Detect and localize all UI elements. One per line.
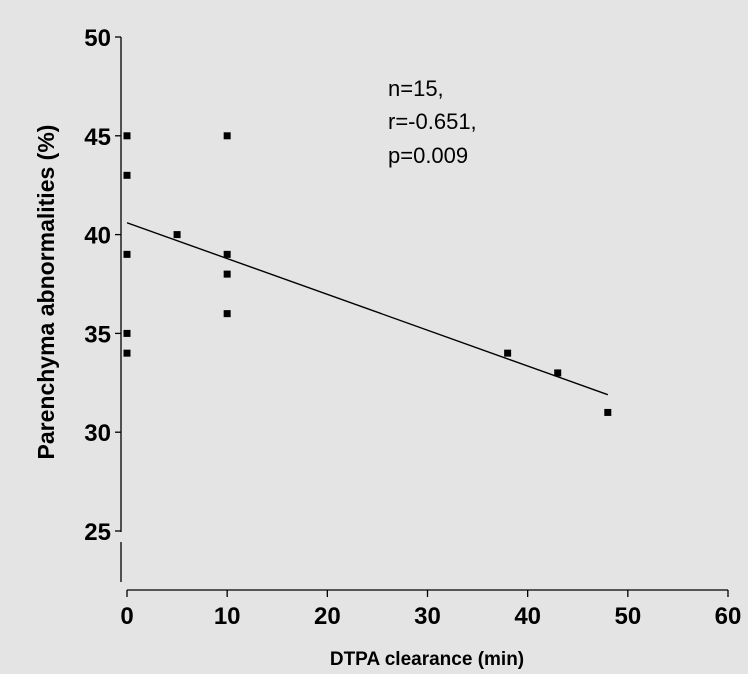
data-point [123,250,131,258]
y-tick-label: 50 [84,25,111,52]
x-tick-label: 0 [120,603,133,630]
y-tick-label: 40 [84,223,111,250]
y-tick-label: 30 [84,420,111,447]
x-tick-label: 50 [614,603,641,630]
x-ticks: 0 10 20 30 40 50 60 [120,590,741,630]
x-tick-label: 10 [214,603,241,630]
data-point [554,369,562,377]
y-tick-label: 45 [84,124,111,151]
data-point [123,329,131,337]
y-tick-label: 25 [84,519,111,546]
data-point [123,132,131,140]
y-axis-title: Parenchyma abnormalities (%) [33,125,59,460]
x-tick-label: 30 [414,603,441,630]
y-ticks: 25 30 35 40 45 50 [84,25,121,546]
x-tick-label: 60 [715,603,742,630]
data-points [123,132,612,416]
data-point [123,349,131,357]
data-point [223,132,231,140]
data-point [223,250,231,258]
x-axis-title: DTPA clearance (min) [330,649,524,670]
annotation-p: p=0.009 [388,143,468,168]
data-point [504,349,512,357]
data-point [173,231,181,239]
data-point [123,171,131,179]
data-point [604,408,612,416]
data-point [223,310,231,318]
y-tick-label: 35 [84,321,111,348]
data-point [223,270,231,278]
annotation-n: n=15, [388,76,444,101]
x-tick-label: 20 [314,603,341,630]
regression-line [126,222,609,396]
annotation-r: r=-0.651, [388,109,477,134]
x-tick-label: 40 [514,603,541,630]
